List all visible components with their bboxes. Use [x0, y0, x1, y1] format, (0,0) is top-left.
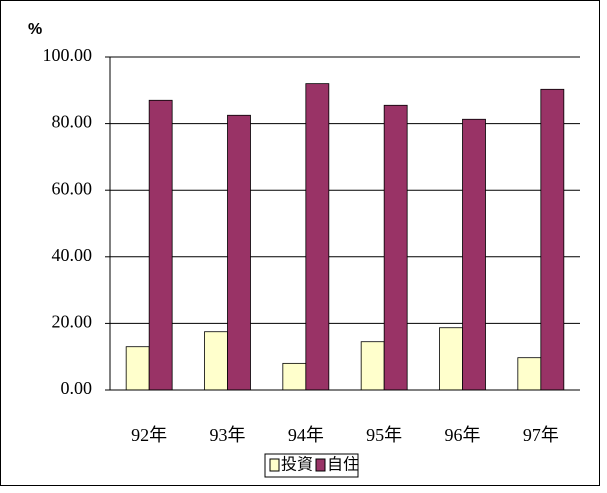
x-tick-label: 97年 — [523, 425, 559, 445]
y-tick-label: 60.00 — [52, 178, 93, 198]
x-tick-label: 95年 — [366, 425, 402, 445]
x-tick-label: 96年 — [445, 425, 481, 445]
legend-swatch — [269, 458, 280, 472]
y-tick-label: 0.00 — [61, 378, 93, 398]
x-tick-label: 92年 — [131, 425, 167, 445]
y-tick-label: 100.00 — [43, 45, 93, 65]
bar — [383, 104, 408, 391]
bar — [148, 99, 173, 391]
bar — [305, 83, 330, 391]
y-tick-label: 80.00 — [52, 112, 93, 132]
y-tick-label: 40.00 — [52, 245, 93, 265]
legend-box — [264, 453, 359, 478]
chart-frame — [0, 0, 600, 486]
bar — [360, 341, 385, 391]
bar — [125, 346, 150, 391]
bar — [204, 331, 228, 391]
bar — [517, 357, 542, 391]
legend-swatch — [315, 458, 326, 472]
unit-label: % — [28, 21, 42, 38]
x-tick-label: 94年 — [288, 425, 324, 445]
legend-label: 自住 — [327, 456, 359, 474]
x-tick-label: 93年 — [210, 425, 246, 445]
bar — [540, 88, 565, 391]
bar — [227, 114, 251, 391]
y-tick-label: 20.00 — [52, 312, 93, 332]
bar — [462, 118, 486, 391]
bar — [282, 362, 307, 391]
legend-label: 投資 — [281, 456, 313, 474]
bar — [439, 327, 463, 391]
